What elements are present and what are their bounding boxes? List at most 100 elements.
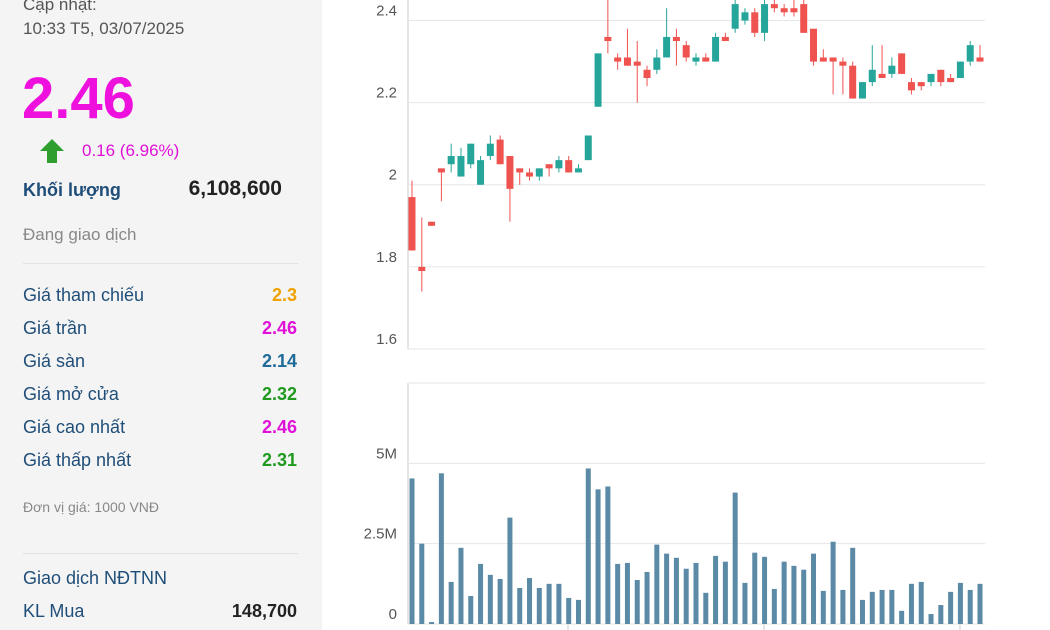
row-label: Giá cao nhất: [23, 417, 126, 437]
candle-body: [878, 73, 886, 79]
row-value: 2.32: [261, 384, 297, 404]
candle-body: [858, 82, 866, 99]
y-tick-label: 5M: [376, 445, 397, 462]
up-arrow: [40, 139, 64, 163]
volume-bar: [957, 582, 963, 624]
volume-bar: [791, 565, 797, 624]
volume-bar: [615, 563, 621, 624]
row-value: 2.3: [271, 285, 297, 305]
row-label: Giá trần: [23, 318, 88, 338]
candle-body: [751, 12, 759, 33]
candle-body: [839, 61, 847, 66]
volume-bar: [732, 492, 738, 624]
separator: [23, 553, 298, 554]
candle-body: [692, 57, 700, 62]
candle-body: [584, 135, 592, 161]
volume-bar: [908, 583, 914, 624]
row-value: 2.31: [261, 450, 297, 470]
candle-body: [428, 221, 436, 226]
volume-bar: [478, 563, 484, 624]
candle-body: [819, 57, 827, 62]
candle-body: [907, 82, 915, 91]
chart: 1.6 1.8 2 2.2 2.4 0 2.5M 5M: [364, 0, 985, 630]
volume-bar: [722, 561, 728, 624]
y-tick-label: 2.4: [376, 2, 397, 19]
volume-bar: [859, 599, 865, 624]
foreign-title: Giao dịch NĐTNN: [23, 568, 168, 588]
volume-bar: [918, 581, 924, 624]
volume-bar: [889, 589, 895, 624]
candle-body: [917, 82, 925, 87]
updated-time: 10:33 T5, 03/07/2025: [23, 19, 185, 38]
candle-body: [731, 4, 739, 29]
volume-bar: [409, 478, 415, 624]
candle-body: [565, 160, 573, 173]
candle-body: [574, 168, 582, 173]
volume-bar: [938, 605, 944, 624]
volume-bar: [703, 592, 709, 624]
volume-bar: [624, 562, 630, 624]
candle-body: [594, 53, 602, 107]
volume-bar: [468, 596, 474, 624]
volume-bar: [585, 468, 591, 624]
candle-body: [947, 78, 955, 83]
candle-body: [800, 4, 808, 33]
candle-body: [447, 156, 455, 165]
candle-body: [829, 57, 837, 62]
candle-body: [526, 172, 534, 177]
row-value: 2.46: [261, 318, 297, 338]
volume-bar: [673, 557, 679, 624]
candle-body: [653, 57, 661, 70]
candle-body: [770, 4, 778, 9]
volume-bar: [507, 517, 513, 624]
foreign-buy: 148,700: [231, 601, 297, 621]
candle-body: [780, 8, 788, 13]
volume: 6,108,600: [188, 177, 282, 200]
volume-bar: [664, 553, 670, 624]
volume-bar: [713, 555, 719, 624]
candle-body: [888, 65, 896, 74]
volume-bar: [801, 569, 807, 624]
candle-body: [545, 164, 553, 169]
row-label: Giá tham chiếu: [23, 285, 145, 305]
volume-bar: [605, 486, 611, 624]
candle-body: [741, 12, 749, 21]
volume-bar: [517, 588, 523, 624]
y-tick-label: 0: [389, 606, 397, 623]
change: 0.16 (6.96%): [82, 141, 180, 160]
volume-bar: [438, 473, 444, 624]
volume-bar: [429, 622, 435, 624]
price: 2.46: [22, 66, 135, 131]
volume-bar: [771, 588, 777, 624]
unit-note: Đơn vị giá: 1000 VNĐ: [23, 499, 160, 515]
foreign-buy-label: KL Mua: [23, 601, 85, 621]
candle-body: [966, 45, 974, 62]
candle-body: [604, 36, 612, 42]
candle-body: [810, 28, 818, 62]
candle-body: [790, 8, 798, 13]
volume-bar: [487, 574, 493, 624]
status: Đang giao dịch: [23, 225, 137, 244]
y-tick-label: 2.5M: [364, 526, 397, 543]
candle-body: [535, 168, 543, 177]
y-tick-label: 1.8: [376, 249, 397, 266]
candle-body: [467, 143, 475, 165]
volume-bar: [742, 582, 748, 624]
candle-body: [418, 266, 426, 271]
row-value: 2.14: [261, 351, 297, 371]
volume-bar: [977, 583, 983, 624]
candle-body: [702, 57, 710, 62]
candle-body: [633, 61, 641, 66]
volume-bar: [634, 579, 640, 624]
candle-body: [761, 4, 769, 33]
volume-bar: [654, 544, 660, 624]
volume-bar: [762, 556, 768, 624]
candle-body: [721, 36, 729, 42]
volume-bar: [458, 547, 464, 624]
separator: [23, 263, 298, 264]
candle-body: [643, 69, 651, 79]
volume-bar: [869, 591, 875, 624]
candle-body: [849, 65, 857, 99]
volume-bar: [566, 597, 572, 624]
volume-bar: [595, 489, 601, 624]
